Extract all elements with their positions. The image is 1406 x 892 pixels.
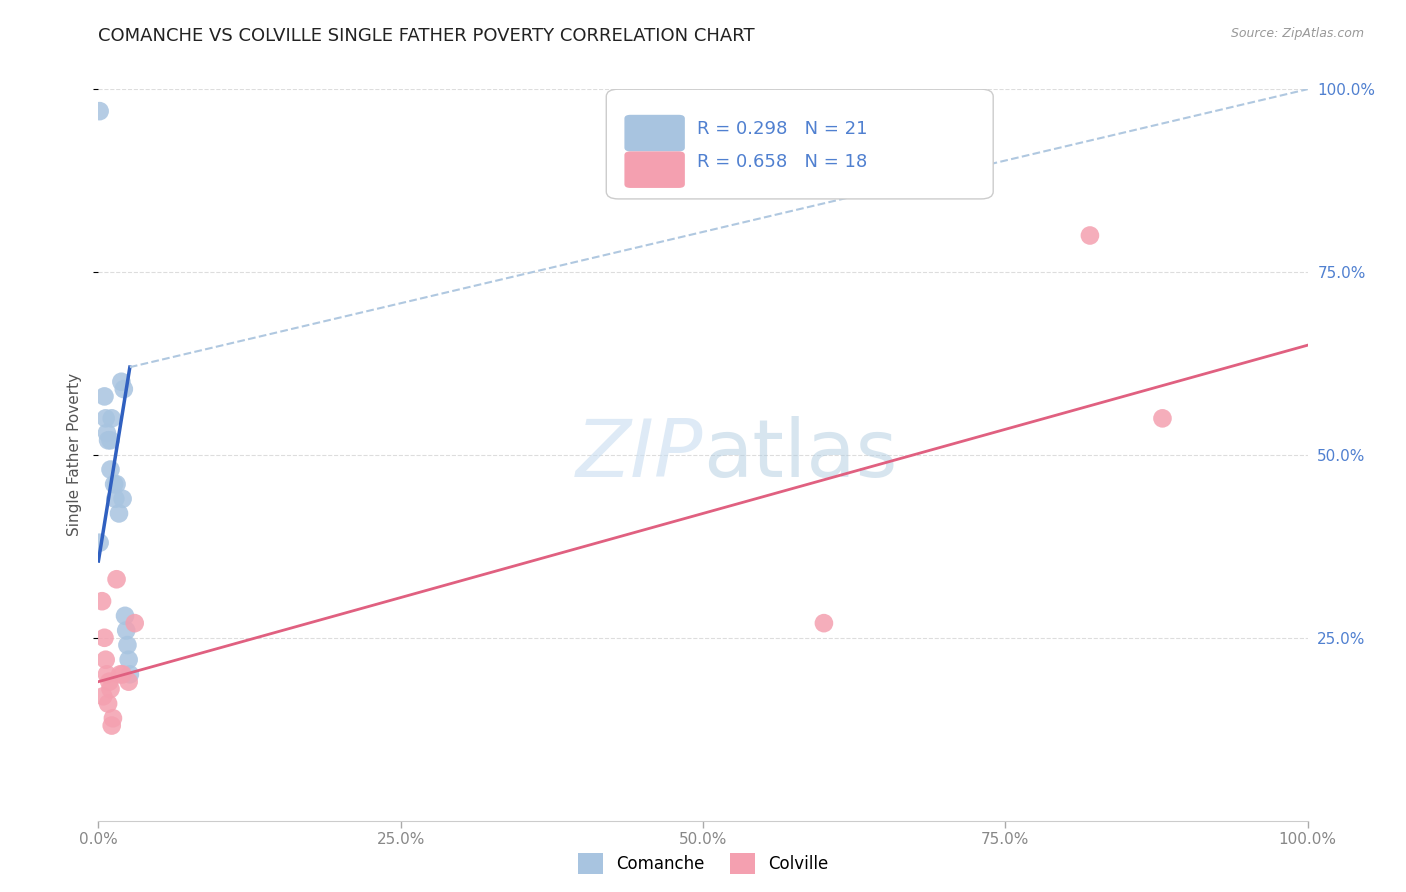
- Point: [93, 631, 115, 645]
- Point: [111, 667, 134, 681]
- Point: [118, 653, 141, 667]
- Point: [104, 491, 127, 506]
- Point: [105, 477, 128, 491]
- Point: [97, 697, 120, 711]
- FancyBboxPatch shape: [606, 89, 993, 199]
- Point: [100, 462, 122, 476]
- Point: [94, 411, 117, 425]
- Point: [108, 667, 131, 681]
- Point: [100, 434, 122, 448]
- Point: [115, 624, 138, 638]
- Legend: Comanche, Colville: Comanche, Colville: [567, 842, 839, 886]
- Point: [100, 681, 122, 696]
- Text: COMANCHE VS COLVILLE SINGLE FATHER POVERTY CORRELATION CHART: COMANCHE VS COLVILLE SINGLE FATHER POVER…: [98, 27, 755, 45]
- Point: [813, 616, 835, 631]
- Y-axis label: Single Father Poverty: Single Father Poverty: [67, 374, 83, 536]
- Point: [1078, 228, 1101, 243]
- Point: [93, 389, 115, 403]
- Point: [103, 477, 125, 491]
- Point: [108, 507, 131, 521]
- Point: [96, 667, 118, 681]
- Point: [124, 616, 146, 631]
- Point: [118, 674, 141, 689]
- Point: [100, 411, 122, 425]
- Point: [96, 425, 118, 440]
- Point: [118, 667, 141, 681]
- Point: [97, 434, 120, 448]
- Point: [112, 382, 135, 396]
- Point: [100, 718, 122, 732]
- Point: [111, 491, 134, 506]
- Point: [94, 653, 117, 667]
- Point: [89, 104, 111, 119]
- Point: [91, 594, 114, 608]
- Point: [89, 535, 111, 549]
- Point: [98, 674, 121, 689]
- FancyBboxPatch shape: [624, 152, 685, 188]
- Point: [101, 711, 124, 725]
- Point: [114, 608, 136, 623]
- Text: atlas: atlas: [703, 416, 897, 494]
- Text: R = 0.298   N = 21: R = 0.298 N = 21: [697, 120, 868, 138]
- Point: [105, 572, 128, 586]
- Text: Source: ZipAtlas.com: Source: ZipAtlas.com: [1230, 27, 1364, 40]
- Text: ZIP: ZIP: [575, 416, 703, 494]
- Point: [110, 375, 132, 389]
- Point: [1152, 411, 1174, 425]
- Point: [117, 638, 139, 652]
- Point: [91, 690, 114, 704]
- FancyBboxPatch shape: [624, 115, 685, 152]
- Text: R = 0.658   N = 18: R = 0.658 N = 18: [697, 153, 868, 171]
